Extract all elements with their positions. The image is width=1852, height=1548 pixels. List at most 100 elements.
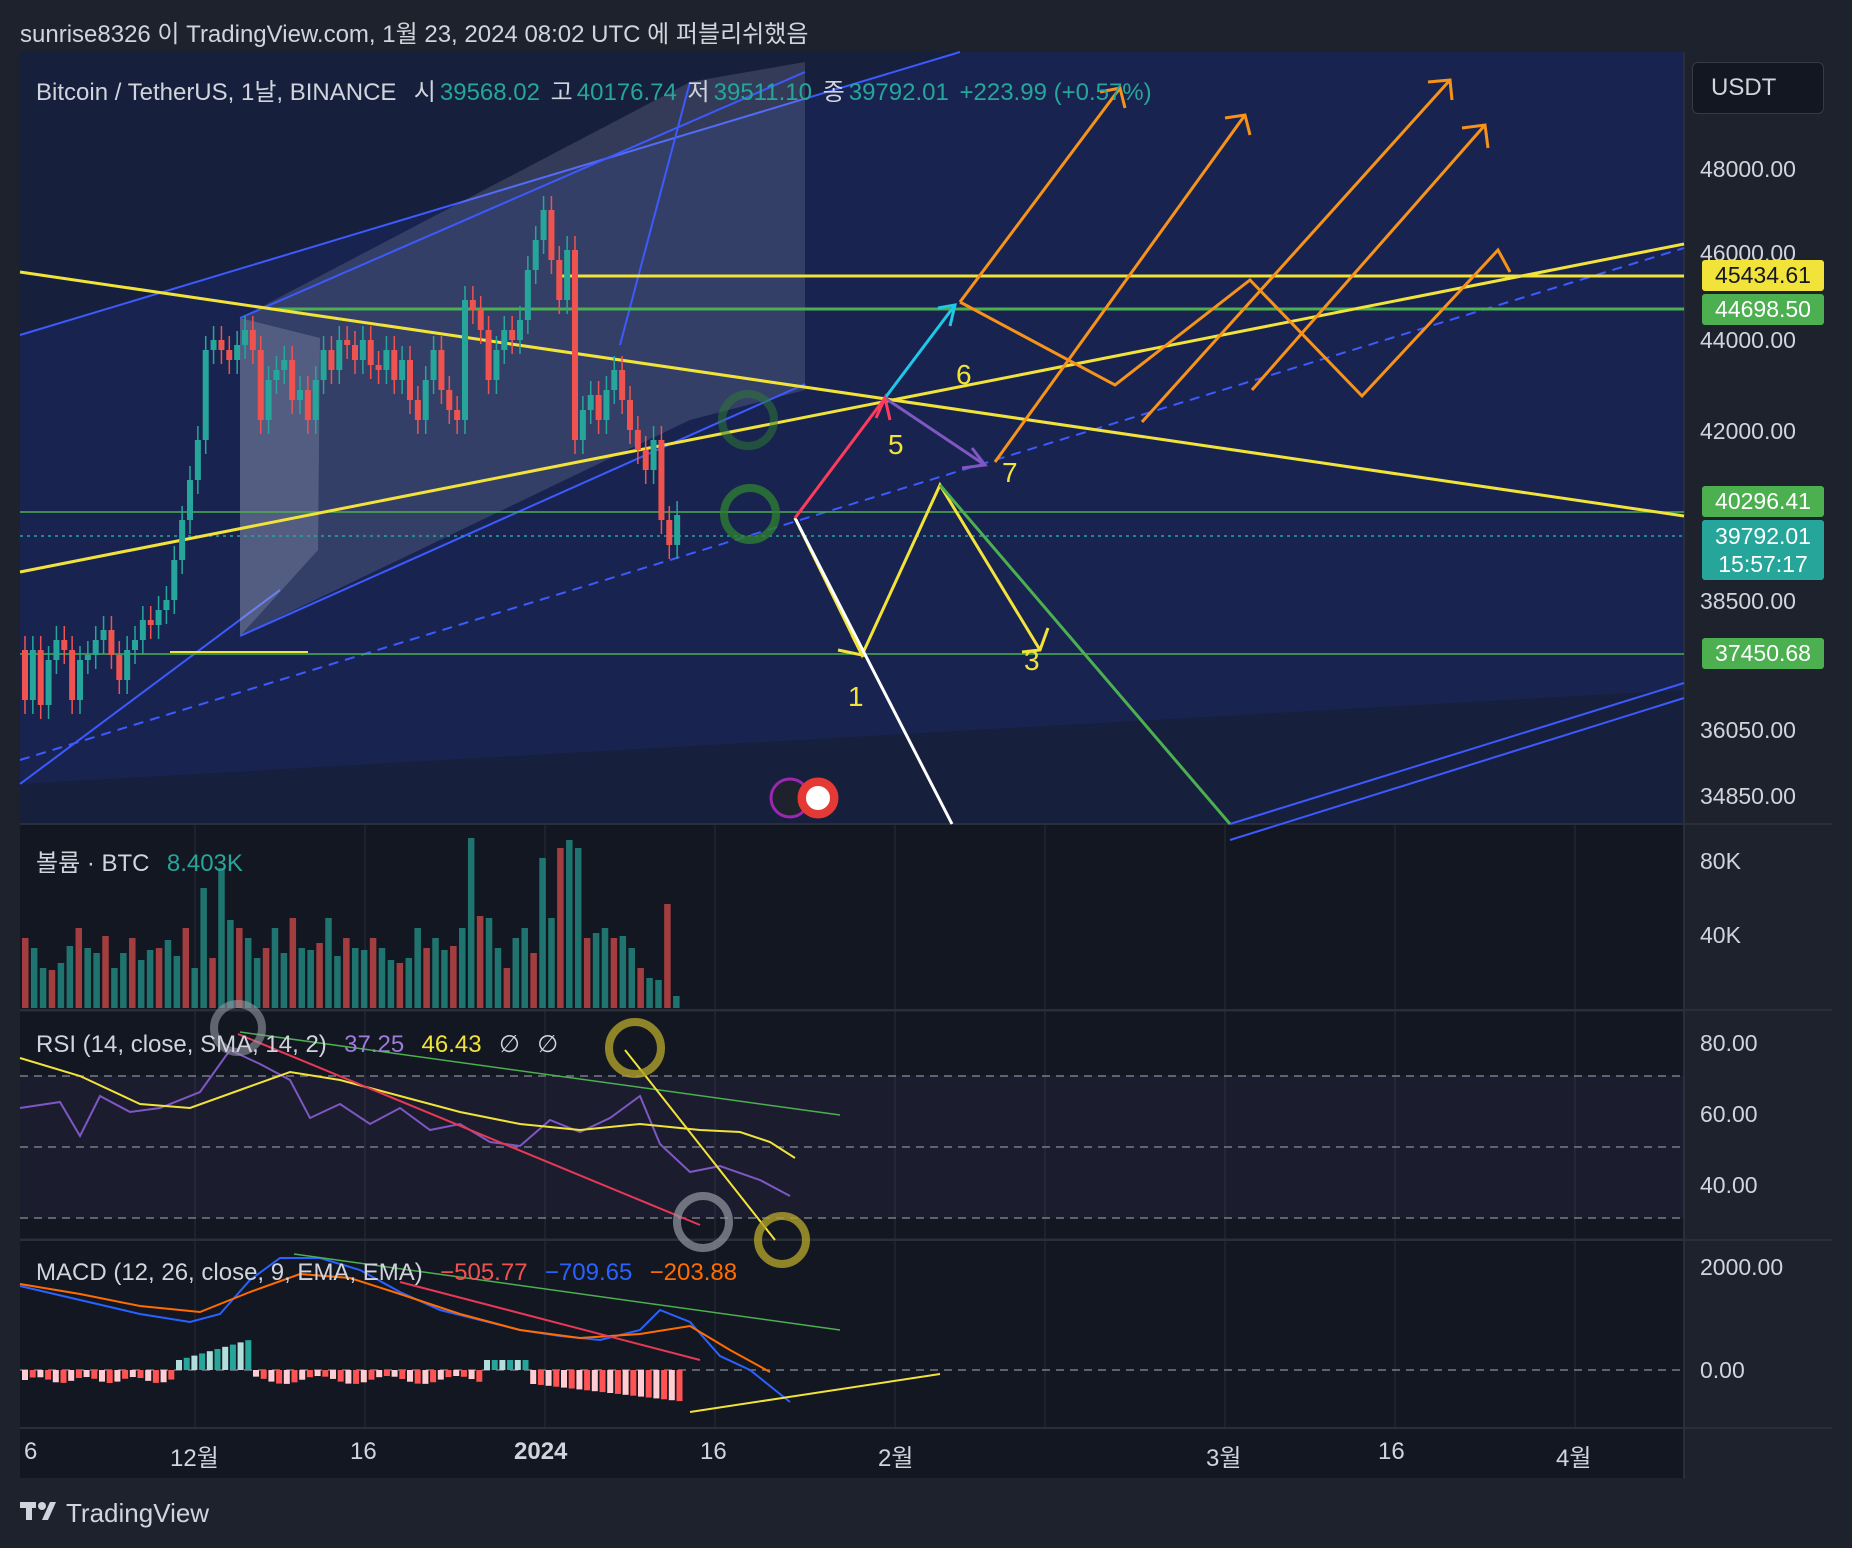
volume-bar	[521, 928, 528, 1008]
x-tick: 16	[350, 1438, 377, 1465]
rsi-sma-line	[19, 1057, 796, 1159]
candle-body	[320, 350, 327, 380]
candle-body	[430, 350, 437, 380]
macd-hist-bar	[345, 1370, 352, 1384]
candle-body	[69, 650, 76, 700]
volume-legend[interactable]: 볼륨 · BTC 8.403K	[36, 850, 243, 877]
macd-hist-bar	[607, 1370, 614, 1393]
candle-body	[179, 520, 186, 560]
candle-body	[336, 340, 343, 370]
rsi-legend[interactable]: RSI (14, close, SMA, 14, 2) 37.25 46.43 …	[36, 1031, 559, 1058]
candle-body	[595, 395, 602, 420]
volume-bar	[405, 958, 413, 1008]
macd-hist-bar	[353, 1370, 360, 1384]
volume-bar	[253, 958, 261, 1008]
candle-body	[666, 520, 673, 545]
volume-bar	[316, 943, 323, 1008]
candle-body	[297, 390, 303, 400]
candle-body	[572, 250, 578, 440]
volume-bar	[66, 946, 74, 1008]
volume-bar	[450, 946, 457, 1008]
candle-body	[454, 410, 461, 420]
brand-footer: TradingView	[20, 1498, 209, 1529]
y-tick: 42000.00	[1700, 418, 1796, 444]
candle-body	[650, 440, 657, 470]
macd-hist-bar	[106, 1370, 113, 1383]
rsi-tick: 60.00	[1700, 1101, 1758, 1127]
candle-body	[100, 630, 107, 640]
x-tick: 12월	[170, 1445, 219, 1472]
macd-hist-bar	[299, 1370, 306, 1380]
candle-body	[249, 330, 256, 350]
macd-hist-bar	[630, 1370, 637, 1396]
volume-bar	[583, 938, 591, 1008]
candle-body	[352, 345, 358, 360]
candle-body	[210, 340, 217, 350]
volume-bar	[218, 868, 225, 1008]
change-value: +223.99 (+0.57%)	[959, 79, 1152, 106]
volume-bar	[191, 968, 198, 1008]
macd-hist-bar	[360, 1370, 367, 1383]
volume-bar	[271, 928, 279, 1008]
macd-legend[interactable]: MACD (12, 26, close, 9, EMA, EMA) −505.7…	[36, 1259, 738, 1286]
candle-body	[564, 250, 571, 300]
volume-bar	[244, 938, 252, 1008]
macd-hist-bar	[152, 1370, 159, 1383]
tradingview-logo-icon	[20, 1502, 56, 1520]
macd-hist-bar	[283, 1370, 290, 1384]
price-tag-45434: 45434.61	[1702, 260, 1824, 291]
candle-body	[61, 640, 68, 650]
macd-hist-bar	[668, 1370, 675, 1401]
macd-hist-bar	[306, 1370, 313, 1378]
macd-signal-line	[19, 1272, 771, 1373]
volume-bar	[236, 928, 243, 1008]
candle-body	[265, 380, 272, 420]
macd-tick: 2000.00	[1700, 1254, 1784, 1280]
volume-bar	[120, 953, 127, 1008]
y-tick: 38500.00	[1700, 588, 1796, 614]
currency-selector[interactable]: USDT	[1692, 62, 1824, 114]
volume-bar	[512, 938, 520, 1008]
macd-hist-bar	[183, 1357, 190, 1370]
candle-body	[532, 240, 539, 270]
candle-body	[92, 640, 99, 655]
volume-bar	[646, 978, 653, 1008]
rsi-tick: 40.00	[1700, 1172, 1758, 1198]
macd-hist-bar	[253, 1370, 259, 1377]
volume-bar	[146, 950, 154, 1008]
candle-body	[501, 330, 508, 350]
candle-body	[603, 390, 610, 420]
volume-bar	[664, 904, 671, 1008]
volume-bar	[39, 968, 47, 1008]
publish-info: sunrise8326 이 TradingView.com, 1월 23, 20…	[20, 21, 809, 48]
macd-hist-bar	[60, 1370, 67, 1383]
volume-bar	[182, 928, 190, 1008]
symbol-legend[interactable]: Bitcoin / TetherUS, 1날, BINANCE 시 39568.0…	[36, 79, 1152, 106]
candle-body	[391, 350, 398, 380]
volume-bar	[539, 858, 546, 1008]
last-price-tag: 39792.01 15:57:17	[1702, 520, 1824, 580]
candle-body	[469, 300, 476, 310]
macd-hist-bar	[68, 1370, 75, 1381]
volume-bar	[396, 963, 404, 1008]
candle-body	[674, 515, 681, 545]
candle-body	[108, 630, 115, 655]
macd-hist-bar	[191, 1355, 198, 1370]
macd-hist-bar	[337, 1370, 344, 1382]
candle-body	[587, 395, 594, 410]
candle-body	[556, 260, 563, 300]
macd-hist-bar	[576, 1370, 583, 1390]
candle-body	[446, 390, 453, 410]
candle-body	[658, 440, 665, 520]
macd-hist-bar	[491, 1360, 498, 1370]
macd-hist-bar	[268, 1370, 275, 1382]
vol-tick: 40K	[1700, 922, 1741, 948]
candle-body	[194, 440, 201, 480]
candle-body	[524, 270, 531, 320]
macd-hist-bar	[29, 1370, 36, 1378]
macd-hist-bar	[391, 1370, 398, 1377]
volume-bar	[262, 948, 270, 1008]
candle-body	[242, 330, 248, 345]
candle-body	[399, 360, 406, 380]
